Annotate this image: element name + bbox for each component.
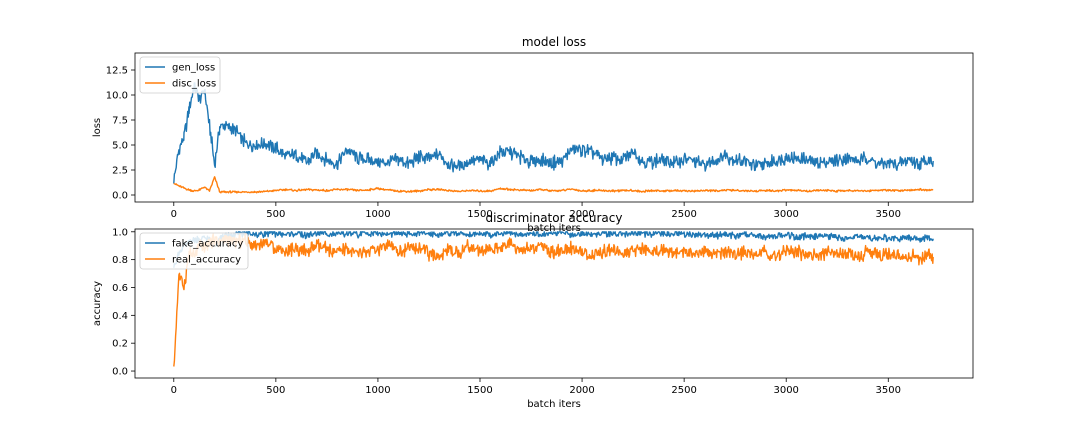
legend-label-disc-loss: disc_loss bbox=[172, 79, 216, 90]
series-line-fake-accuracy bbox=[173, 231, 934, 268]
x-tick-label: 2500 bbox=[671, 209, 696, 220]
y-tick-label: 5.0 bbox=[112, 141, 128, 152]
chart-title: model loss bbox=[522, 35, 586, 49]
legend-label-fake-accuracy: fake_accuracy bbox=[172, 239, 243, 250]
x-tick-label: 3000 bbox=[773, 209, 798, 220]
accuracy-chart: 0 500 1000 1500 2000 2500 3000 3500 0.0 0.2 0.4 0.6… bbox=[92, 211, 974, 410]
series-line-real-accuracy bbox=[173, 233, 934, 367]
legend-label-real-accuracy: real_accuracy bbox=[172, 255, 241, 266]
y-tick-label: 0.0 bbox=[112, 191, 128, 202]
y-tick-label: 0.6 bbox=[112, 283, 128, 294]
x-tick-label: 3500 bbox=[876, 209, 901, 220]
y-tick-label: 10.0 bbox=[106, 91, 128, 102]
y-tick-label: 2.5 bbox=[112, 166, 128, 177]
x-tick-label: 500 bbox=[266, 209, 285, 220]
x-tick-label: 3000 bbox=[773, 385, 798, 396]
legend-box bbox=[139, 56, 221, 94]
x-tick-label: 1500 bbox=[467, 209, 492, 220]
x-tick-label: 3500 bbox=[876, 385, 901, 396]
x-tick-label: 0 bbox=[171, 385, 177, 396]
x-tick-label: 2000 bbox=[569, 385, 594, 396]
legend: fake_accuracy real_accuracy bbox=[139, 232, 249, 270]
x-tick-label: 2500 bbox=[671, 385, 696, 396]
y-tick-label: 1.0 bbox=[112, 227, 128, 238]
legend-label-gen-loss: gen_loss bbox=[172, 63, 215, 74]
x-axis-label: batch iters bbox=[527, 399, 581, 410]
x-tick-label: 0 bbox=[171, 209, 177, 220]
y-axis-label: accuracy bbox=[92, 281, 103, 326]
x-tick-label: 1500 bbox=[467, 385, 492, 396]
legend-box bbox=[139, 232, 249, 270]
y-tick-label: 0.8 bbox=[112, 255, 128, 266]
series-line-gen-loss bbox=[173, 82, 934, 184]
x-tick-label: 2000 bbox=[569, 209, 594, 220]
x-tick-label: 1000 bbox=[365, 385, 390, 396]
series-line-disc-loss bbox=[173, 176, 934, 194]
y-tick-label: 0.2 bbox=[112, 339, 128, 350]
y-tick-label: 0.4 bbox=[112, 311, 128, 322]
y-tick-label: 12.5 bbox=[106, 66, 128, 77]
plot-frame bbox=[134, 228, 974, 379]
x-tick-label: 500 bbox=[266, 385, 285, 396]
legend: gen_loss disc_loss bbox=[139, 56, 221, 94]
y-tick-label: 7.5 bbox=[112, 116, 128, 127]
x-axis-label: batch iters bbox=[527, 223, 581, 234]
plot-frame bbox=[134, 52, 974, 203]
y-tick-label: 0.0 bbox=[112, 367, 128, 378]
loss-chart: 0 500 1000 1500 2000 2500 3000 3500 0.0 2.5 5.0 7.5… bbox=[92, 35, 974, 234]
x-tick-label: 1000 bbox=[365, 209, 390, 220]
chart-title: discriminator accuracy bbox=[486, 211, 623, 225]
y-axis-label: loss bbox=[92, 118, 103, 137]
